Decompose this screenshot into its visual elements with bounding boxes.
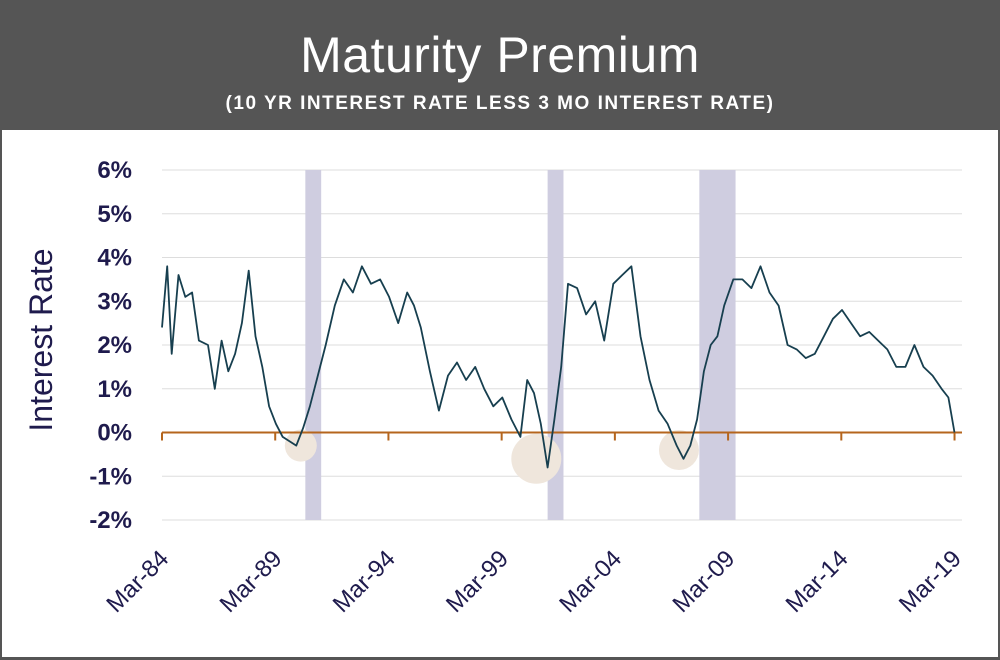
x-tick-label: Mar-19 (894, 545, 967, 618)
zero-axis (161, 431, 962, 441)
x-tick-label: Mar-04 (554, 545, 627, 618)
frame-border-bottom (0, 657, 1000, 660)
chart-subtitle: (10 YR INTEREST RATE LESS 3 MO INTEREST … (225, 93, 775, 114)
frame-border-left (0, 130, 2, 660)
series-line (161, 265, 956, 469)
y-tick-labels: -2% -1% 0% 1% 2% 3% 4% 5% 6% (89, 157, 132, 534)
inversion-highlights (284, 429, 699, 484)
recession-band (305, 170, 322, 520)
y-tick-label: 3% (97, 288, 132, 315)
y-tick-label: -2% (89, 507, 132, 534)
recession-band (699, 170, 736, 520)
chart-title: Maturity Premium (300, 27, 700, 83)
y-tick-label: 6% (97, 157, 132, 184)
series-lines (161, 265, 956, 469)
y-tick-label: -1% (89, 463, 132, 490)
y-tick-label: 2% (97, 332, 132, 359)
inversion-highlight (511, 433, 562, 484)
x-tick-label: Mar-99 (441, 545, 514, 618)
y-tick-label: 0% (97, 420, 132, 447)
y-tick-label: 4% (97, 245, 132, 272)
y-tick-label: 5% (97, 201, 132, 228)
x-tick-label: Mar-09 (667, 545, 740, 618)
inversion-highlight (284, 429, 317, 462)
y-axis-label: Interest Rate (23, 248, 59, 431)
x-tick-label: Mar-14 (781, 545, 854, 618)
x-tick-label: Mar-94 (328, 545, 401, 618)
x-tick-label: Mar-89 (215, 545, 288, 618)
frame-border-right (998, 130, 1000, 660)
y-tick-label: 1% (97, 376, 132, 403)
chart-header: Maturity Premium (10 YR INTEREST RATE LE… (0, 0, 1000, 130)
x-tick-label: Mar-84 (101, 545, 174, 618)
x-tick-labels: Mar-84 Mar-89 Mar-94 Mar-99 Mar-04 Mar-09 Mar-… (101, 545, 966, 618)
